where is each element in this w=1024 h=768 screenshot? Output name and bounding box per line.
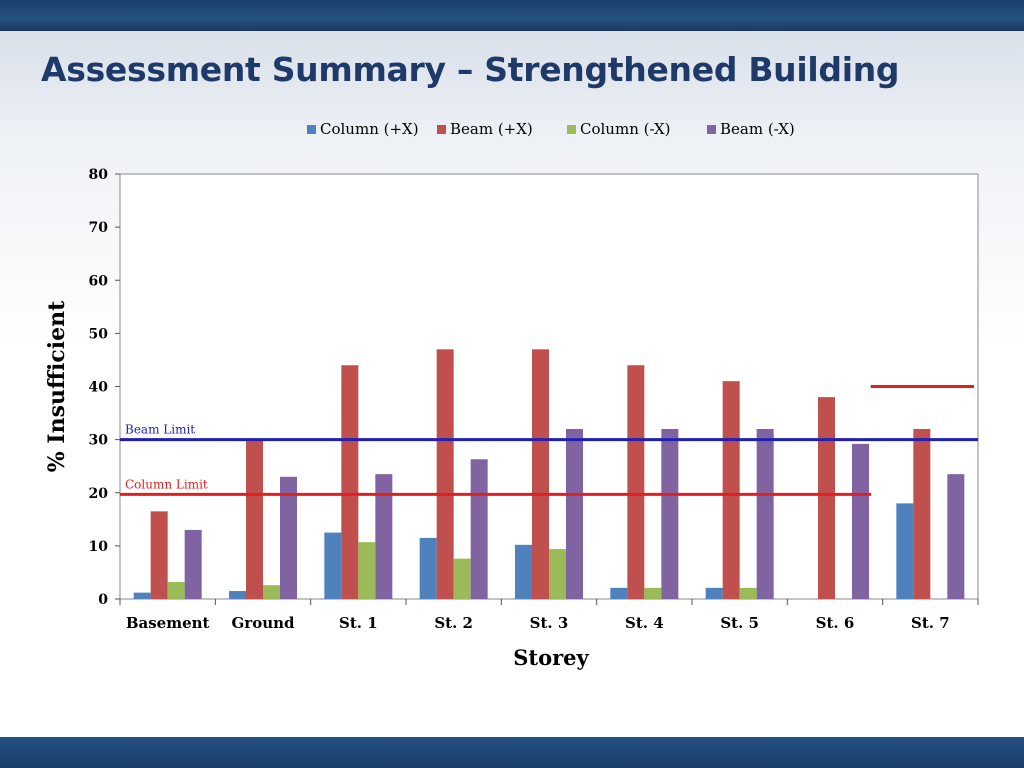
bar-column-x-st-2 bbox=[453, 558, 471, 599]
column-limit-label: Column Limit bbox=[125, 477, 208, 491]
y-tick-label: 0 bbox=[98, 592, 108, 608]
x-tick-label: St. 7 bbox=[911, 614, 950, 632]
x-tick-label: St. 5 bbox=[720, 614, 759, 632]
bar-beam-x-st-3 bbox=[532, 349, 549, 599]
bar-beam-x-st-6 bbox=[852, 443, 869, 599]
bar-column-x-st-2 bbox=[419, 537, 437, 599]
bars-layer bbox=[133, 349, 965, 599]
y-tick-label: 20 bbox=[89, 486, 109, 502]
x-tick-label: St. 4 bbox=[625, 614, 664, 632]
x-tick-label: St. 1 bbox=[339, 614, 378, 632]
bar-column-x-st-1 bbox=[358, 542, 376, 599]
bar-column-x-ground bbox=[263, 585, 280, 599]
bar-beam-x-ground bbox=[246, 439, 263, 599]
x-tick-label: Basement bbox=[126, 614, 210, 632]
bar-column-x-st-5 bbox=[705, 587, 723, 599]
bar-column-x-st-4 bbox=[610, 587, 628, 599]
x-tick-label: Ground bbox=[231, 614, 295, 632]
bar-column-x-st-3 bbox=[549, 549, 566, 599]
bar-beam-x-st-2 bbox=[470, 459, 488, 599]
legend-label: Column (-X) bbox=[580, 120, 671, 138]
legend-swatch bbox=[707, 125, 716, 134]
bar-beam-x-st-3 bbox=[566, 429, 583, 599]
bar-beam-x-ground bbox=[280, 476, 297, 599]
bar-beam-x-st-6 bbox=[818, 397, 835, 599]
legend-label: Column (+X) bbox=[320, 120, 419, 138]
bar-column-x-st-4 bbox=[644, 587, 662, 599]
y-axis-title: % Insufficient bbox=[44, 300, 70, 472]
x-axis-title: Storey bbox=[513, 645, 589, 670]
axes-layer: 0 10 20 30 40 50 60 70 80 Basement Ground St. 1 St. … bbox=[89, 167, 979, 632]
y-tick-label: 70 bbox=[89, 220, 109, 236]
bar-beam-x-st-1 bbox=[341, 365, 359, 599]
y-tick-label: 40 bbox=[89, 380, 109, 396]
chart-legend: Column (+X) Beam (+X) Column (-X) Beam (-X) bbox=[307, 120, 795, 138]
bar-beam-x-st-1 bbox=[375, 474, 393, 599]
x-tick-label: St. 2 bbox=[434, 614, 473, 632]
bar-beam-x-basement bbox=[150, 511, 168, 599]
bar-column-x-st-1 bbox=[324, 532, 342, 599]
y-tick-label: 60 bbox=[89, 273, 109, 289]
legend-label: Beam (+X) bbox=[450, 120, 533, 138]
slide-title: Assessment Summary – Strengthened Buildi… bbox=[41, 50, 900, 89]
bar-column-x-basement bbox=[167, 582, 185, 599]
bar-beam-x-st-7 bbox=[947, 474, 965, 599]
bar-beam-x-st-7 bbox=[913, 429, 931, 599]
y-tick-label: 80 bbox=[89, 167, 109, 183]
bar-column-x-st-5 bbox=[739, 587, 757, 599]
legend-label: Beam (-X) bbox=[720, 120, 795, 138]
bar-beam-x-st-5 bbox=[756, 429, 774, 599]
legend-swatch bbox=[567, 125, 576, 134]
bar-beam-x-st-4 bbox=[627, 365, 645, 599]
bar-column-x-basement bbox=[133, 592, 151, 599]
reference-lines-layer: Beam Limit Column Limit bbox=[120, 385, 978, 496]
bar-beam-x-basement bbox=[184, 529, 202, 599]
y-tick-label: 50 bbox=[89, 326, 109, 342]
bottom-banner bbox=[0, 737, 1024, 768]
beam-limit-label: Beam Limit bbox=[125, 423, 195, 437]
bar-column-x-ground bbox=[229, 591, 246, 599]
legend-swatch bbox=[437, 125, 446, 134]
bar-beam-x-st-5 bbox=[722, 381, 740, 599]
bar-column-x-st-7 bbox=[896, 503, 914, 599]
x-tick-label: St. 3 bbox=[530, 614, 569, 632]
legend-swatch bbox=[307, 125, 316, 134]
top-banner bbox=[0, 0, 1024, 31]
bar-beam-x-st-4 bbox=[661, 429, 679, 599]
bar-column-x-st-3 bbox=[515, 544, 532, 599]
bar-beam-x-st-2 bbox=[436, 349, 454, 599]
y-tick-label: 10 bbox=[89, 539, 109, 555]
y-tick-label: 30 bbox=[89, 433, 109, 449]
x-tick-label: St. 6 bbox=[816, 614, 855, 632]
